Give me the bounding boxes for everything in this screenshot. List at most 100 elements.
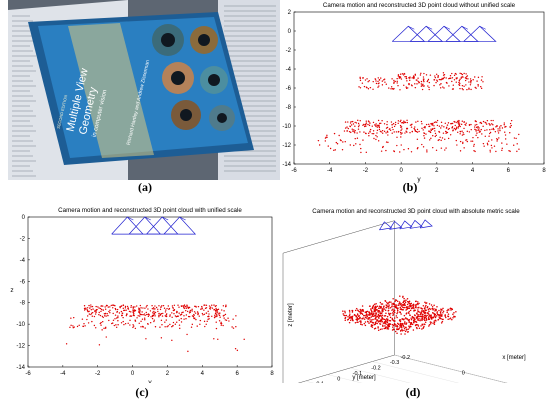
data-point [354,309,357,312]
data-point [151,317,154,320]
data-point [406,119,408,122]
data-point [138,309,140,311]
data-point [109,312,111,314]
data-point [399,151,401,153]
data-point [342,141,344,143]
data-point [171,312,173,314]
data-point [375,138,377,141]
data-point [463,127,465,130]
data-point [218,314,221,316]
data-point [400,305,403,307]
data-point [178,306,180,308]
data-point [117,324,119,326]
data-point [158,305,160,307]
data-point [434,76,437,79]
data-point [344,314,346,317]
data-point [396,316,398,319]
x-tick-label: -2 [95,371,101,377]
data-point [486,129,488,131]
data-point [493,128,495,131]
data-point [378,315,381,317]
data-point [405,76,407,78]
data-point [458,123,461,125]
data-point [399,311,401,313]
data-point [154,326,157,328]
data-point [482,81,484,83]
data-point [392,298,394,300]
data-point [407,302,410,304]
data-point [425,317,428,320]
data-point [211,307,214,309]
data-point [428,125,431,128]
data-point [474,124,476,126]
data-point [422,76,425,78]
data-point [406,131,408,133]
data-point [434,313,437,316]
data-point [485,123,488,125]
data-point [456,126,458,128]
data-point [402,122,405,124]
data-point [421,313,423,316]
data-point [386,327,389,330]
x-tick-label: 4 [471,168,475,174]
data-point [381,120,383,122]
data-point [159,326,161,328]
data-point [379,130,382,132]
data-point [391,329,394,331]
data-point [410,323,413,325]
camera-frustum [163,216,197,235]
data-point [408,300,411,303]
data-point [423,137,426,139]
data-point [388,313,391,315]
data-point [472,136,474,139]
data-point [132,309,134,311]
x-tick-label: 4 [201,371,205,377]
data-point [451,88,454,90]
data-point [384,321,387,323]
data-point [459,131,462,133]
data-point [461,130,463,132]
data-point [440,147,443,149]
data-point [346,130,349,132]
data-point [134,320,137,322]
data-point [360,310,362,312]
data-point [385,127,388,129]
data-point [410,325,412,328]
data-point [416,319,419,321]
data-point [412,303,415,306]
data-point [396,307,399,310]
data-point [154,305,156,307]
data-point [424,125,426,128]
data-point [102,321,104,323]
data-point [462,132,464,134]
data-point [202,314,204,316]
data-point [183,304,186,306]
data-point [394,123,397,126]
data-point [375,125,377,128]
data-point [132,307,134,309]
data-point [489,149,491,152]
data-point [440,83,442,85]
data-point [396,309,399,311]
data-point [431,307,434,310]
camera-frustum-edge [426,25,433,30]
data-point [338,134,340,137]
data-point [365,132,367,135]
data-point [336,143,339,145]
data-point [399,295,401,297]
data-point [503,124,505,126]
data-point [377,311,379,313]
data-point [355,315,358,317]
data-point [384,81,386,83]
data-point [406,298,409,300]
data-point [426,314,428,317]
data-point [388,87,390,89]
data-point [409,309,412,312]
data-point [465,77,468,80]
grid-line [327,374,363,383]
data-point [416,138,419,140]
data-point [440,127,442,129]
data-point [203,313,206,316]
data-point [219,312,221,314]
data-point [83,309,86,311]
